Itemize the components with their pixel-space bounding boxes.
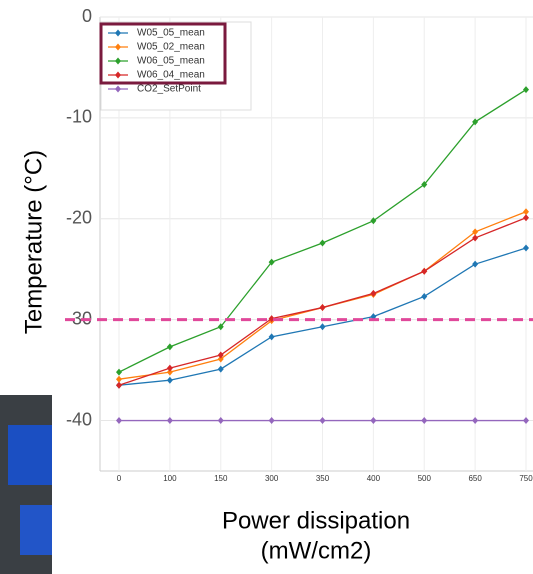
x-axis-label: Power dissipation [222,507,410,534]
legend-label: W06_05_mean [137,56,205,67]
data-point [421,267,428,275]
data-point [523,244,529,252]
y-tick-label: -20 [66,208,92,228]
data-point [268,333,275,341]
data-point [472,234,479,242]
x-tick-label: 100 [163,474,177,483]
data-point [421,180,428,188]
data-point [472,417,479,425]
data-point [116,368,122,376]
legend-marker [115,29,121,37]
data-point [166,364,173,372]
data-point [116,381,122,389]
data-point [319,323,326,331]
y-tick-label: 0 [82,6,92,26]
x-tick-label: 650 [468,474,482,483]
x-tick-label: 400 [367,474,381,483]
legend-highlight [99,22,227,85]
photo-object [20,505,52,555]
x-tick-label: 300 [265,474,279,483]
x-axis-label: (mW/cm2) [261,537,372,564]
data-point [421,292,428,300]
data-point [166,417,173,425]
data-point [523,208,529,216]
legend-marker [115,43,121,51]
data-point [166,343,173,351]
data-point [268,417,275,425]
data-point [421,417,428,425]
data-point [166,368,173,376]
data-point [217,351,224,359]
legend-label: W06_04_mean [137,70,205,81]
data-point [472,260,479,268]
data-point [217,365,224,373]
data-point [319,417,326,425]
photo-object [8,425,52,485]
data-point [523,214,529,222]
data-point [472,228,479,236]
x-tick-label: 500 [418,474,432,483]
legend-label: W05_05_mean [137,28,205,39]
legend-label: W05_02_mean [137,42,205,53]
data-point [217,417,224,425]
y-tick-label: -10 [66,107,92,127]
data-point [472,118,479,126]
x-tick-label: 350 [316,474,330,483]
data-point [166,376,173,384]
data-point [319,239,326,247]
y-tick-label: -30 [66,308,92,328]
data-point [523,86,529,94]
data-point [370,217,377,225]
data-point [217,355,224,363]
data-point [319,304,326,312]
y-axis-label: Temperature (°C) [20,150,47,334]
data-point [370,289,377,297]
data-point [370,417,377,425]
y-tick-label: -40 [66,409,92,429]
data-point [268,258,275,266]
legend-marker [115,71,121,79]
x-tick-label: 150 [214,474,228,483]
legend-marker [115,85,121,93]
data-point [217,323,224,331]
data-point [523,417,529,425]
x-tick-label: 750 [519,474,533,483]
data-point [116,417,122,425]
x-tick-label: 0 [117,474,122,483]
legend-label: CO2_SetPoint [137,84,201,95]
data-point [116,375,122,383]
legend-marker [115,57,121,65]
